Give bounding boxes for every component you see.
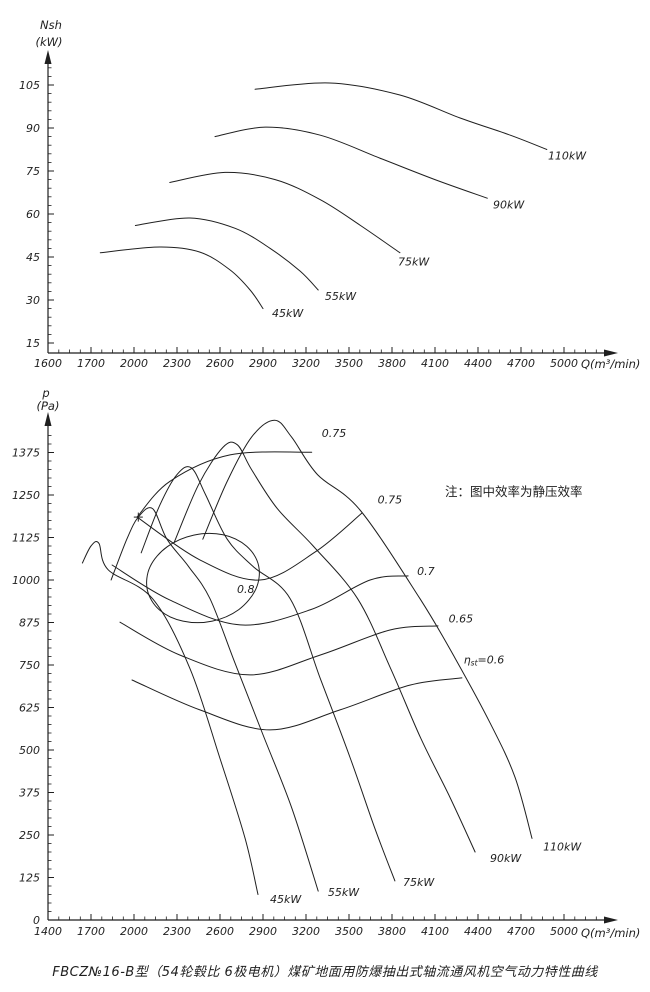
power-chart: 15 30 45 60 75 90 105 1600 1700 2000 2300 2600 2900 3… bbox=[19, 18, 640, 371]
series-label-55kW: 55kW bbox=[328, 886, 360, 899]
series-label-55kW: 55kW bbox=[325, 290, 357, 303]
y-tick-label: 105 bbox=[19, 79, 40, 92]
x-tick-label: 3500 bbox=[335, 357, 363, 370]
y-tick-label: 125 bbox=[19, 872, 40, 885]
y-tick-label: 0 bbox=[33, 914, 40, 927]
series-curve-45kW bbox=[99, 246, 264, 310]
charts-group: 15 30 45 60 75 90 105 1600 1700 2000 2300 2600 2900 3… bbox=[12, 18, 640, 940]
x-axis-title: Q(m³/min) bbox=[581, 357, 640, 371]
x-axis-arrow bbox=[604, 916, 618, 924]
series-label-45kW: 45kW bbox=[270, 893, 302, 906]
y-tick-label: 750 bbox=[19, 659, 40, 672]
y-axis-arrow bbox=[44, 412, 52, 426]
y-tick-label: 500 bbox=[19, 744, 40, 757]
series-curve-110kW bbox=[254, 82, 548, 150]
x-tick-label: 4700 bbox=[507, 925, 535, 938]
y-tick-label: 45 bbox=[26, 251, 40, 264]
series-curve-90kW bbox=[173, 441, 476, 853]
efficiency-contour-0.75 bbox=[136, 512, 363, 581]
efficiency-label-0.75: 0.75 bbox=[378, 494, 403, 507]
series-curve-55kW bbox=[134, 217, 319, 291]
y-axis-title: Nsh bbox=[40, 18, 62, 32]
x-axis-title: Q(m³/min) bbox=[581, 926, 640, 940]
series-label-90kW: 90kW bbox=[493, 198, 525, 211]
y-tick-label: 875 bbox=[19, 617, 40, 630]
series-curve-90kW bbox=[214, 126, 488, 199]
x-tick-label: 2600 bbox=[206, 925, 234, 938]
y-tick-label: 75 bbox=[26, 165, 40, 178]
efficiency-label-0.8: 0.8 bbox=[237, 583, 255, 596]
x-axis-arrow bbox=[604, 349, 618, 357]
x-tick-label: 3800 bbox=[378, 925, 406, 938]
x-tick-label: 3800 bbox=[378, 357, 406, 370]
x-tick-label: 5000 bbox=[550, 925, 578, 938]
figure-caption: FBCZ№16-B型（54轮毂比 6极电机）煤矿地面用防爆抽出式轴流通风机空气动… bbox=[52, 964, 598, 980]
efficiency-label-0.75: 0.75 bbox=[322, 427, 347, 440]
x-tick-label: 2900 bbox=[249, 925, 277, 938]
series-label-110kW: 110kW bbox=[543, 840, 582, 853]
series-curve-110kW bbox=[202, 419, 533, 839]
y-tick-label: 15 bbox=[26, 337, 40, 350]
x-tick-label: 4700 bbox=[507, 357, 535, 370]
y-tick-label: 1125 bbox=[12, 532, 40, 545]
x-tick-label: 2600 bbox=[206, 357, 234, 370]
x-tick-label: 1400 bbox=[34, 925, 62, 938]
efficiency-contour-0.8 bbox=[146, 532, 260, 624]
y-axis-title: p bbox=[41, 386, 49, 400]
x-tick-label: 5000 bbox=[550, 357, 578, 370]
x-tick-label: 4100 bbox=[421, 357, 449, 370]
x-tick-label: 2000 bbox=[120, 357, 148, 370]
y-tick-label: 1375 bbox=[12, 447, 40, 460]
efficiency-contour-0.75 bbox=[136, 451, 313, 518]
x-tick-label: 1600 bbox=[34, 357, 62, 370]
y-tick-label: 60 bbox=[26, 208, 40, 221]
series-curve-75kW bbox=[169, 171, 401, 254]
x-tick-label: 2000 bbox=[120, 925, 148, 938]
series-curve-45kW bbox=[81, 541, 259, 895]
y-tick-label: 1250 bbox=[12, 489, 40, 502]
series-label-110kW: 110kW bbox=[548, 150, 587, 163]
efficiency-label-0.65: 0.65 bbox=[449, 613, 474, 626]
y-tick-label: 30 bbox=[26, 294, 40, 307]
x-tick-label: 4400 bbox=[464, 357, 492, 370]
note-text: 注：图中效率为静压效率 bbox=[445, 484, 583, 499]
series-curve-55kW bbox=[110, 507, 319, 892]
efficiency-label-0.7: 0.7 bbox=[417, 565, 435, 578]
y-tick-label: 250 bbox=[19, 829, 40, 842]
x-tick-label: 3200 bbox=[292, 925, 320, 938]
pressure-chart: 0 125 250 375 500 625 750 875 1000 1125 1250 1375 14… bbox=[12, 386, 640, 940]
series-curve-75kW bbox=[140, 466, 396, 882]
series-label-90kW: 90kW bbox=[490, 852, 522, 865]
x-tick-label: 3200 bbox=[292, 357, 320, 370]
x-tick-label: 3500 bbox=[335, 925, 363, 938]
y-tick-label: 1000 bbox=[12, 574, 40, 587]
x-tick-label: 1700 bbox=[77, 357, 105, 370]
x-tick-label: 1700 bbox=[77, 925, 105, 938]
y-tick-label: 375 bbox=[19, 787, 40, 800]
series-label-75kW: 75kW bbox=[403, 876, 435, 889]
x-tick-label: 2900 bbox=[249, 357, 277, 370]
y-axis-arrow bbox=[44, 50, 52, 64]
x-tick-label: 4400 bbox=[464, 925, 492, 938]
x-tick-label: 2300 bbox=[163, 925, 191, 938]
y-axis-title-unit: (Pa) bbox=[37, 399, 60, 413]
x-tick-label: 4100 bbox=[421, 925, 449, 938]
series-label-75kW: 75kW bbox=[398, 256, 430, 269]
efficiency-label-ηst=0.6: ηst=0.6 bbox=[464, 653, 505, 667]
x-tick-label: 2300 bbox=[163, 357, 191, 370]
efficiency-contour-0.7 bbox=[111, 564, 409, 626]
series-label-45kW: 45kW bbox=[272, 307, 304, 320]
y-tick-label: 625 bbox=[19, 702, 40, 715]
y-axis-title-unit: (kW) bbox=[35, 35, 62, 49]
efficiency-contour-ηst=0.6 bbox=[131, 677, 463, 731]
y-tick-label: 90 bbox=[26, 122, 40, 135]
efficiency-contour-0.65 bbox=[119, 621, 439, 676]
